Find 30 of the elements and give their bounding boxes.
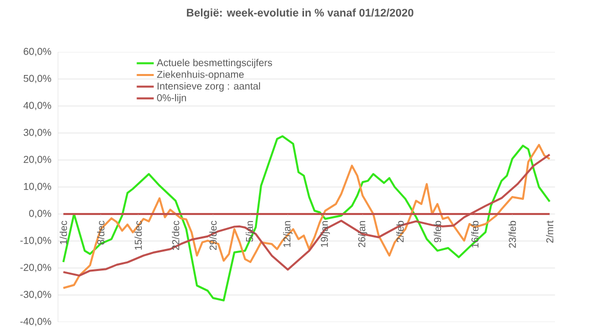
x-tick-label: 2/mrt: [546, 220, 554, 243]
legend-label: Ziekenhuis-opname: [157, 70, 244, 80]
legend-label: Intensieve zorg : aantal: [158, 82, 260, 92]
y-tick-label: 0,0%: [29, 210, 52, 218]
legend-label: Actuele besmettingscijfers: [156, 58, 272, 68]
x-tick-label: 19/jan: [320, 221, 330, 247]
legend-label: 0%-lijn: [157, 94, 186, 104]
y-tick-label: 50,0%: [24, 74, 52, 84]
x-tick-label: 22/dec: [172, 220, 180, 250]
x-tick-label: 8/dec: [97, 220, 104, 244]
x-tick-label: 23/feb: [508, 220, 516, 248]
y-tick-label: 20,0%: [24, 156, 52, 164]
y-tick-label: 10,0%: [24, 182, 52, 192]
x-tick-label: 15/dec: [134, 220, 142, 250]
y-tick-label: -30,0%: [20, 290, 52, 300]
x-tick-label: 16/feb: [471, 220, 478, 248]
x-tick-label: 29/dec: [209, 220, 217, 250]
y-tick-label: -10,0%: [20, 236, 52, 246]
x-tick-label: 12/jan: [283, 221, 292, 247]
y-tick-label: -20,0%: [20, 264, 52, 272]
x-tick-label: 9/feb: [434, 220, 442, 242]
y-tick-label: 40,0%: [23, 102, 52, 110]
y-tick-label: 60,0%: [24, 48, 52, 56]
chart-title: België: week-evolutie in % vanaf 01/12/2020: [186, 8, 414, 19]
y-tick-label: -40,0%: [20, 318, 52, 326]
x-tick-label: 2/feb: [396, 220, 404, 242]
x-tick-label: 5/jan: [246, 221, 256, 242]
y-tick-label: 30,0%: [24, 128, 52, 138]
x-tick-label: 1/dec: [60, 220, 67, 244]
x-tick-label: 26/jan: [358, 221, 368, 248]
